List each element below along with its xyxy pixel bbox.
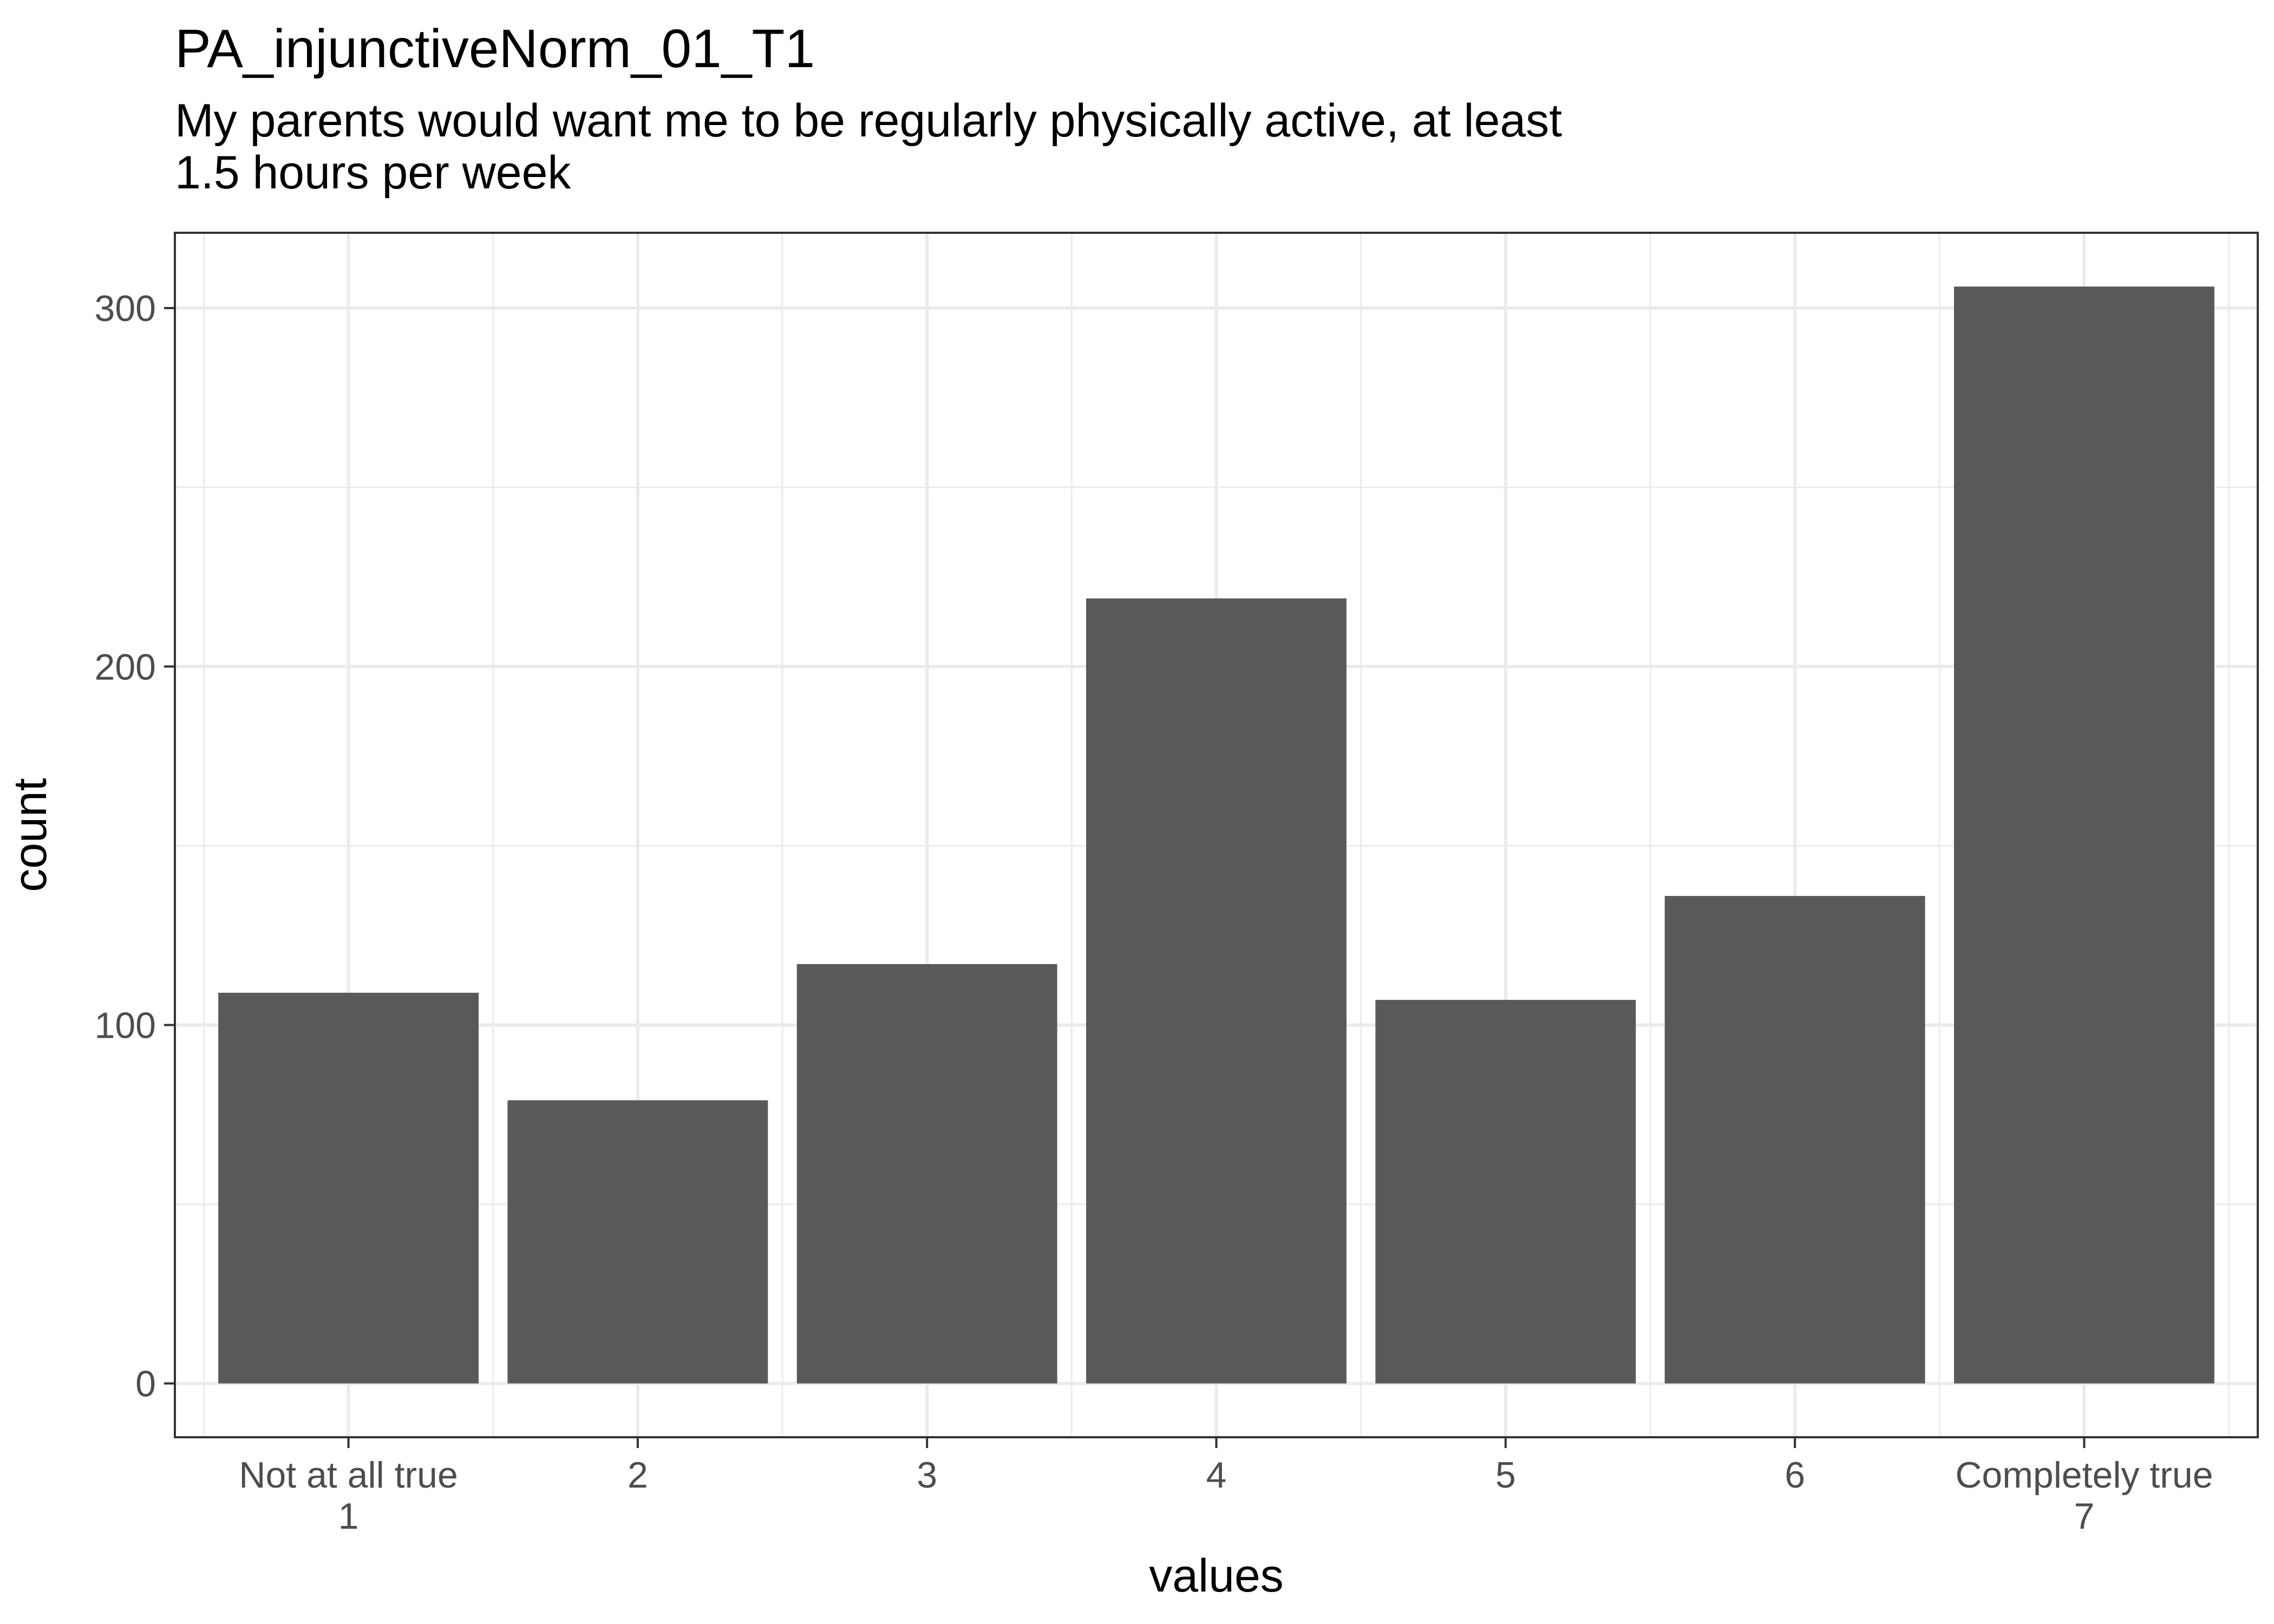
- bar-6: [1664, 896, 1925, 1384]
- x-tick-label: 2: [628, 1455, 648, 1496]
- x-tick-label: Not at all true 1: [239, 1455, 458, 1537]
- chart-subtitle-line-2: 1.5 hours per week: [175, 147, 571, 199]
- x-tick-label: 6: [1785, 1455, 1805, 1496]
- axes: 0 100 200 300 Not at all true 1 2 3 4 5 6 Completel…: [95, 288, 2213, 1537]
- bar-3: [796, 964, 1057, 1384]
- chart-subtitle: My parents would want me to be regularly…: [175, 95, 2124, 199]
- y-tick-label: 300: [95, 288, 156, 329]
- chart-subtitle-line-1: My parents would want me to be regularly…: [175, 95, 1563, 147]
- x-tick-label: 5: [1495, 1455, 1516, 1496]
- y-tick-label: 0: [135, 1364, 156, 1405]
- bar-2: [507, 1100, 768, 1384]
- bars: [218, 286, 2214, 1384]
- chart-title: PA_injunctiveNorm_01_T1: [175, 18, 815, 79]
- bar-1: [218, 992, 479, 1384]
- bar-4: [1086, 598, 1347, 1384]
- y-axis-title: count: [4, 778, 56, 892]
- x-tick-label: 4: [1206, 1455, 1227, 1496]
- y-tick-label: 200: [95, 646, 156, 687]
- x-axis-title: values: [1149, 1550, 1284, 1602]
- x-tick-label: Completely true 7: [1955, 1455, 2213, 1537]
- y-tick-label: 100: [95, 1005, 156, 1046]
- bar-7: [1953, 286, 2214, 1384]
- bar-5: [1375, 1000, 1636, 1384]
- x-tick-label: 3: [917, 1455, 937, 1496]
